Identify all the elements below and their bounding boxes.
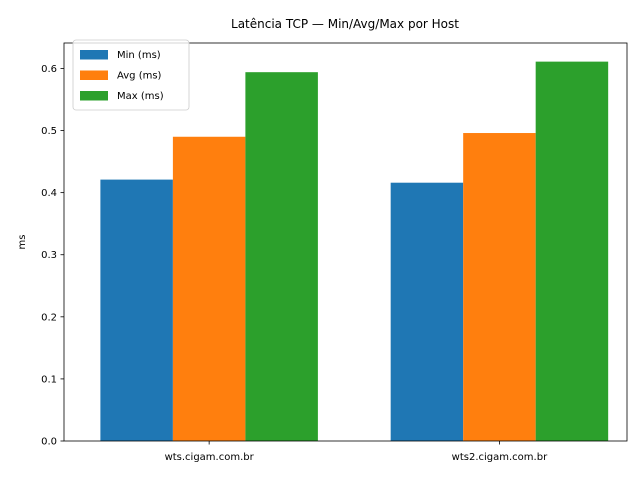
x-tick-label: wts.cigam.com.br xyxy=(165,452,255,463)
legend: Min (ms) Avg (ms) Max (ms) xyxy=(72,39,190,111)
legend-swatch xyxy=(80,50,108,60)
legend-label: Avg (ms) xyxy=(117,71,162,82)
y-axis-label: ms xyxy=(17,235,28,250)
bar-series-3-category-2 xyxy=(535,61,609,442)
bar-series-1-category-2 xyxy=(390,182,464,441)
bar-series-2-category-2 xyxy=(463,133,536,442)
y-tick-label: 0.6 xyxy=(41,64,57,75)
y-tick-label: 0.4 xyxy=(41,188,57,199)
y-tick-label: 0.0 xyxy=(41,437,57,448)
axes-group: 0.0 0.1 0.2 0.3 0.4 0.5 0.6 wts.cigam.com.br wts… xyxy=(41,42,628,463)
y-tick-label: 0.5 xyxy=(41,126,57,137)
bars-group xyxy=(100,61,609,442)
chart-title: Latência TCP — Min/Avg/Max por Host xyxy=(231,17,459,31)
y-tick-label: 0.3 xyxy=(41,250,57,261)
legend-label: Max (ms) xyxy=(117,91,164,102)
bar-series-3-category-1 xyxy=(245,72,318,441)
bar-series-2-category-1 xyxy=(172,136,246,441)
bar-series-1-category-1 xyxy=(100,179,173,441)
x-tick-label: wts2.cigam.com.br xyxy=(452,452,548,463)
legend-label: Min (ms) xyxy=(117,50,161,61)
legend-swatch xyxy=(80,70,108,80)
legend-swatch xyxy=(80,91,108,101)
y-tick-label: 0.1 xyxy=(41,374,57,385)
y-tick-label: 0.2 xyxy=(41,312,57,323)
plot-frame xyxy=(63,42,628,442)
